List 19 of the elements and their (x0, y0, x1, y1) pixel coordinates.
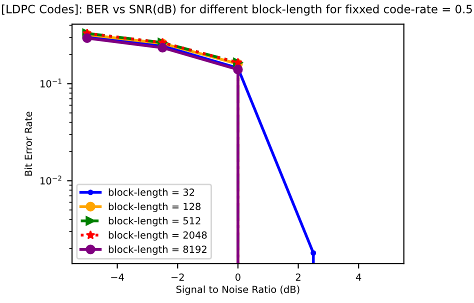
legend-label: block-length = 32 (108, 188, 194, 198)
legend-label: block-length = 512 (108, 216, 200, 226)
x-tick-label: 4 (356, 274, 362, 281)
legend-label: block-length = 8192 (108, 245, 206, 255)
x-tick-label: 2 (296, 274, 300, 281)
x-tick-label: 0 (235, 274, 240, 281)
legend-label: block-length = 128 (108, 202, 201, 212)
x-tick-label: −4 (111, 274, 124, 281)
legend-label: block-length = 2048 (108, 231, 207, 241)
chart-title: [LDPC Codes]: BER vs SNR(dB) for different block-length for fixxed code-rate = 0.5 (2, 4, 472, 16)
point (82, 33, 92, 43)
x-tick-label: −2 (171, 274, 184, 281)
x-axis-title: Signal to Noise Ratio (dB) (176, 286, 300, 295)
point (310, 250, 316, 256)
y-tick-label: 10$^{−2}$ (40, 176, 62, 185)
y-axis-title: Bit Error Rate (24, 112, 32, 176)
point (233, 64, 243, 74)
y-tick-label: 10$^{−1}$ (40, 78, 62, 88)
point (158, 42, 168, 53)
